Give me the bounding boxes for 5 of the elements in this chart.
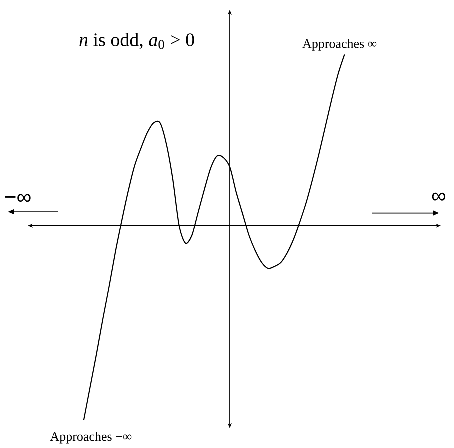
text: −∞ [6,194,31,202]
chart-title: n is odd, a$_{0}$ > 0 [80,33,194,50]
text: Approaches −∞ [50,432,132,444]
text: ∞ [432,192,446,201]
text: Approaches ∞ [302,39,377,51]
